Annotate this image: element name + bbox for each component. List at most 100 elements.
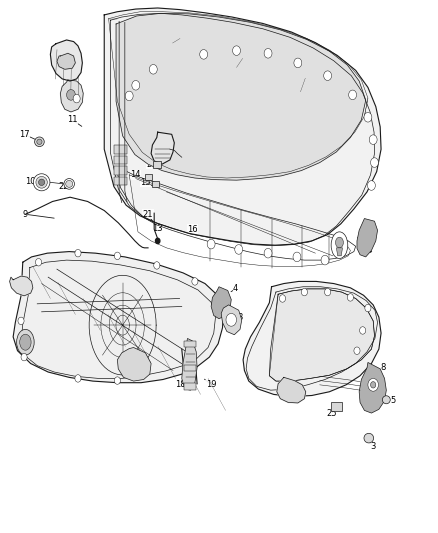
- Text: 1: 1: [290, 386, 295, 394]
- Circle shape: [235, 245, 243, 254]
- Text: 15: 15: [140, 178, 151, 187]
- Circle shape: [365, 304, 371, 312]
- Text: 9: 9: [23, 210, 28, 219]
- Text: 17: 17: [19, 130, 29, 139]
- Text: 11: 11: [67, 116, 78, 124]
- Circle shape: [367, 181, 375, 190]
- Polygon shape: [269, 289, 374, 381]
- Text: 8: 8: [381, 364, 386, 372]
- Text: 19: 19: [206, 381, 216, 389]
- Circle shape: [325, 288, 331, 296]
- Polygon shape: [221, 305, 242, 335]
- Polygon shape: [50, 40, 82, 81]
- Ellipse shape: [66, 180, 73, 188]
- Polygon shape: [10, 276, 33, 296]
- Circle shape: [347, 294, 353, 301]
- Circle shape: [264, 248, 272, 258]
- Circle shape: [294, 58, 302, 68]
- Circle shape: [200, 50, 208, 59]
- Polygon shape: [357, 219, 378, 257]
- Text: 7: 7: [122, 33, 127, 42]
- Bar: [331, 402, 342, 411]
- Polygon shape: [117, 348, 151, 381]
- Circle shape: [233, 46, 240, 55]
- Polygon shape: [211, 287, 231, 319]
- Circle shape: [354, 347, 360, 354]
- Ellipse shape: [17, 329, 34, 355]
- Circle shape: [73, 94, 80, 103]
- Polygon shape: [182, 338, 197, 390]
- Circle shape: [18, 317, 24, 325]
- Text: 2: 2: [146, 160, 152, 168]
- Text: 22: 22: [58, 182, 69, 191]
- Ellipse shape: [37, 139, 42, 144]
- Polygon shape: [151, 132, 174, 164]
- Circle shape: [369, 135, 377, 144]
- Text: 6: 6: [362, 231, 367, 240]
- Circle shape: [155, 238, 160, 244]
- Polygon shape: [104, 8, 381, 245]
- Ellipse shape: [382, 395, 390, 404]
- Text: 23: 23: [293, 98, 303, 107]
- Bar: [114, 156, 127, 164]
- Circle shape: [301, 288, 307, 296]
- Circle shape: [364, 112, 372, 122]
- Bar: [184, 383, 196, 390]
- Ellipse shape: [20, 334, 31, 350]
- Text: 24: 24: [363, 246, 373, 255]
- Circle shape: [371, 158, 378, 167]
- Circle shape: [264, 49, 272, 58]
- Bar: [184, 365, 196, 371]
- Text: 1: 1: [258, 82, 263, 91]
- Text: 25: 25: [327, 409, 337, 417]
- Circle shape: [279, 295, 286, 302]
- Polygon shape: [243, 281, 381, 397]
- Ellipse shape: [331, 232, 348, 259]
- Circle shape: [21, 353, 27, 361]
- Polygon shape: [116, 13, 366, 180]
- Polygon shape: [336, 248, 343, 256]
- Bar: [145, 174, 152, 180]
- Circle shape: [321, 255, 329, 265]
- Circle shape: [360, 327, 366, 334]
- Circle shape: [368, 378, 378, 391]
- Ellipse shape: [39, 179, 45, 185]
- Circle shape: [226, 313, 237, 326]
- Ellipse shape: [33, 174, 50, 191]
- Text: 3: 3: [237, 313, 243, 321]
- Circle shape: [114, 252, 120, 260]
- Circle shape: [349, 90, 357, 100]
- Ellipse shape: [64, 179, 74, 189]
- Circle shape: [207, 239, 215, 249]
- Polygon shape: [57, 53, 75, 69]
- Text: 21: 21: [143, 210, 153, 219]
- Text: 12: 12: [117, 350, 127, 359]
- Circle shape: [125, 91, 133, 101]
- Polygon shape: [60, 80, 83, 112]
- Ellipse shape: [35, 137, 44, 147]
- Circle shape: [75, 249, 81, 257]
- Text: 14: 14: [131, 171, 141, 179]
- Ellipse shape: [336, 237, 343, 248]
- Circle shape: [192, 278, 198, 285]
- Text: 13: 13: [152, 224, 163, 232]
- Circle shape: [154, 262, 160, 269]
- Ellipse shape: [36, 176, 47, 188]
- Circle shape: [293, 252, 301, 262]
- Bar: [152, 181, 159, 187]
- Text: 4: 4: [233, 285, 238, 293]
- Polygon shape: [277, 377, 306, 403]
- Ellipse shape: [364, 433, 374, 443]
- Circle shape: [324, 71, 332, 80]
- Text: 10: 10: [25, 177, 36, 185]
- Bar: [114, 145, 127, 154]
- Polygon shape: [13, 252, 223, 383]
- Bar: [184, 341, 196, 347]
- Circle shape: [35, 259, 42, 266]
- Circle shape: [114, 377, 120, 384]
- Text: 16: 16: [187, 225, 198, 233]
- Text: 3: 3: [371, 442, 376, 451]
- Text: 18: 18: [175, 381, 186, 389]
- Circle shape: [371, 382, 376, 388]
- Bar: [114, 166, 127, 175]
